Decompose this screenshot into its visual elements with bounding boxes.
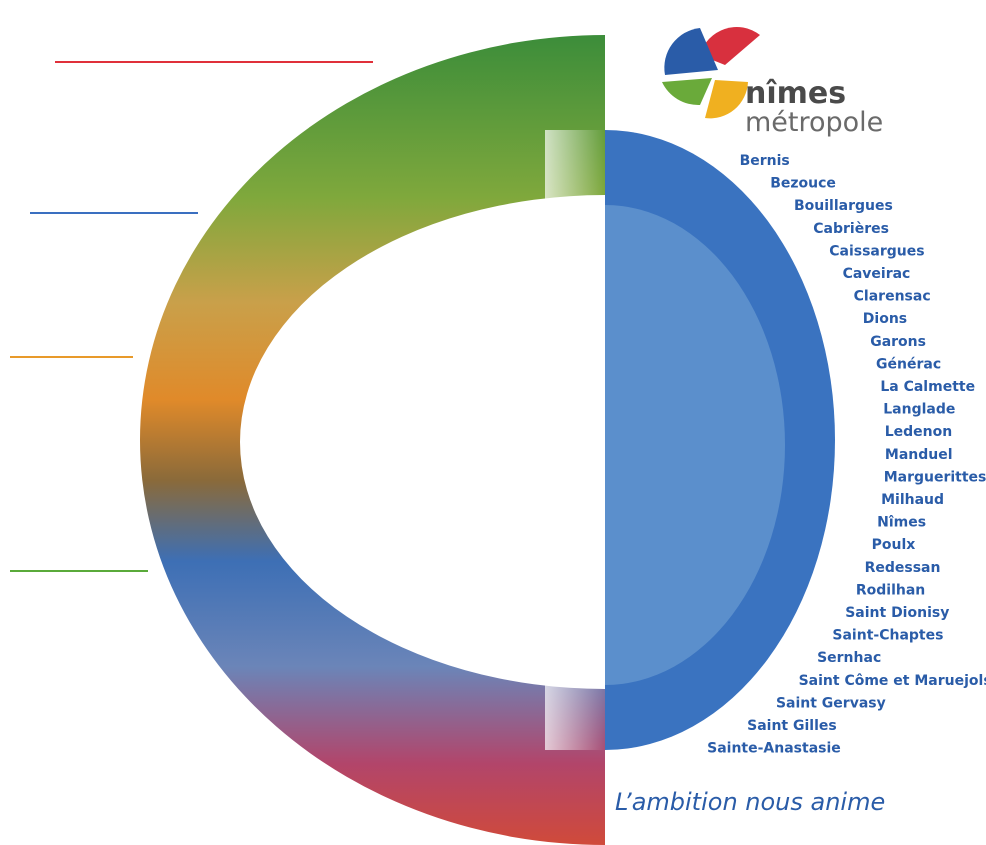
commune: Cabrières [813, 221, 889, 237]
commune: Poulx [872, 537, 916, 553]
commune: Saint Gervasy [776, 695, 886, 711]
commune: Caissargues [829, 243, 924, 259]
commune: Générac [876, 356, 941, 372]
commune: Caveirac [843, 266, 911, 282]
logo-name: nîmes [745, 76, 846, 111]
fade [545, 130, 605, 750]
commune: Dions [863, 311, 907, 327]
commune: Marguerittes [884, 469, 986, 485]
commune: Saint Gilles [747, 718, 837, 734]
commune: Nîmes [877, 515, 926, 531]
commune: La Calmette [880, 379, 975, 395]
poster: nîmes métropole L’ambition nous anime Be… [0, 0, 986, 845]
commune: Clarensac [854, 289, 931, 305]
logo-green [662, 78, 712, 105]
commune: Rodilhan [856, 582, 925, 598]
commune: Saint-Chaptes [832, 628, 943, 644]
commune: Langlade [883, 402, 955, 418]
photo-ring [140, 35, 605, 845]
commune: Bouillargues [794, 198, 893, 214]
commune: Milhaud [881, 492, 944, 508]
commune: Saint Côme et Maruejols [799, 673, 986, 689]
commune: Saint Dionisy [845, 605, 949, 621]
slogan: L’ambition nous anime [615, 788, 885, 816]
commune: Bernis [740, 153, 790, 169]
logo: nîmes métropole [662, 27, 883, 138]
commune: Redessan [865, 560, 941, 576]
logo-blue [664, 28, 718, 75]
commune: Ledenon [885, 424, 952, 440]
commune: Bezouce [770, 176, 836, 192]
commune: Sainte-Anastasie [707, 741, 841, 757]
commune: Sernhac [817, 650, 881, 666]
logo-yellow [705, 80, 748, 118]
commune: Garons [870, 334, 926, 350]
commune: Manduel [885, 447, 953, 463]
logo-subtitle: métropole [745, 107, 883, 138]
